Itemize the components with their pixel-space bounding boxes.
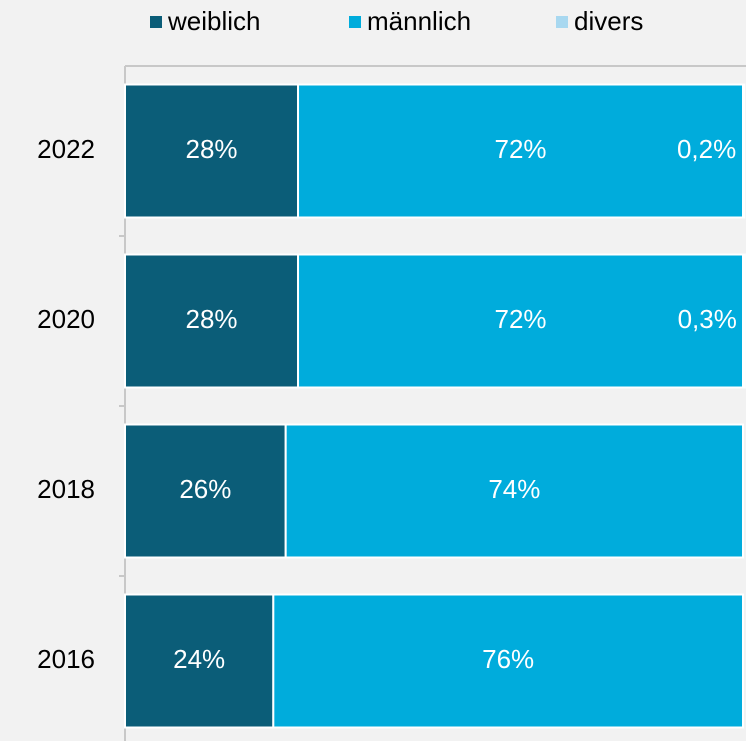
value-label: 28% (185, 134, 237, 164)
bar-segment (742, 253, 746, 389)
value-label: 0,2% (677, 134, 736, 164)
value-label: 76% (482, 644, 534, 674)
bar-segment (272, 593, 744, 729)
bar-segment (297, 83, 744, 219)
legend-label: divers (574, 6, 643, 36)
y-tick-label: 2022 (37, 134, 95, 164)
value-label: 0,3% (678, 304, 737, 334)
legend-label: männlich (367, 6, 471, 36)
legend-swatch (556, 16, 568, 28)
bar-segment (124, 593, 275, 729)
y-tick-label: 2016 (37, 644, 95, 674)
y-tick-label: 2020 (37, 304, 95, 334)
value-label: 72% (494, 304, 546, 334)
y-tick-label: 2018 (37, 474, 95, 504)
bar-segment (742, 83, 746, 219)
bar-segment (124, 423, 287, 559)
value-label: 24% (173, 644, 225, 674)
bar-segment (284, 423, 744, 559)
legend-swatch (349, 16, 361, 28)
value-label: 28% (185, 304, 237, 334)
value-label: 74% (488, 474, 540, 504)
value-label: 26% (179, 474, 231, 504)
bar-segment (297, 253, 744, 389)
bar-segment (124, 83, 300, 219)
value-label: 72% (494, 134, 546, 164)
legend-swatch (150, 16, 162, 28)
legend-label: weiblich (167, 6, 261, 36)
